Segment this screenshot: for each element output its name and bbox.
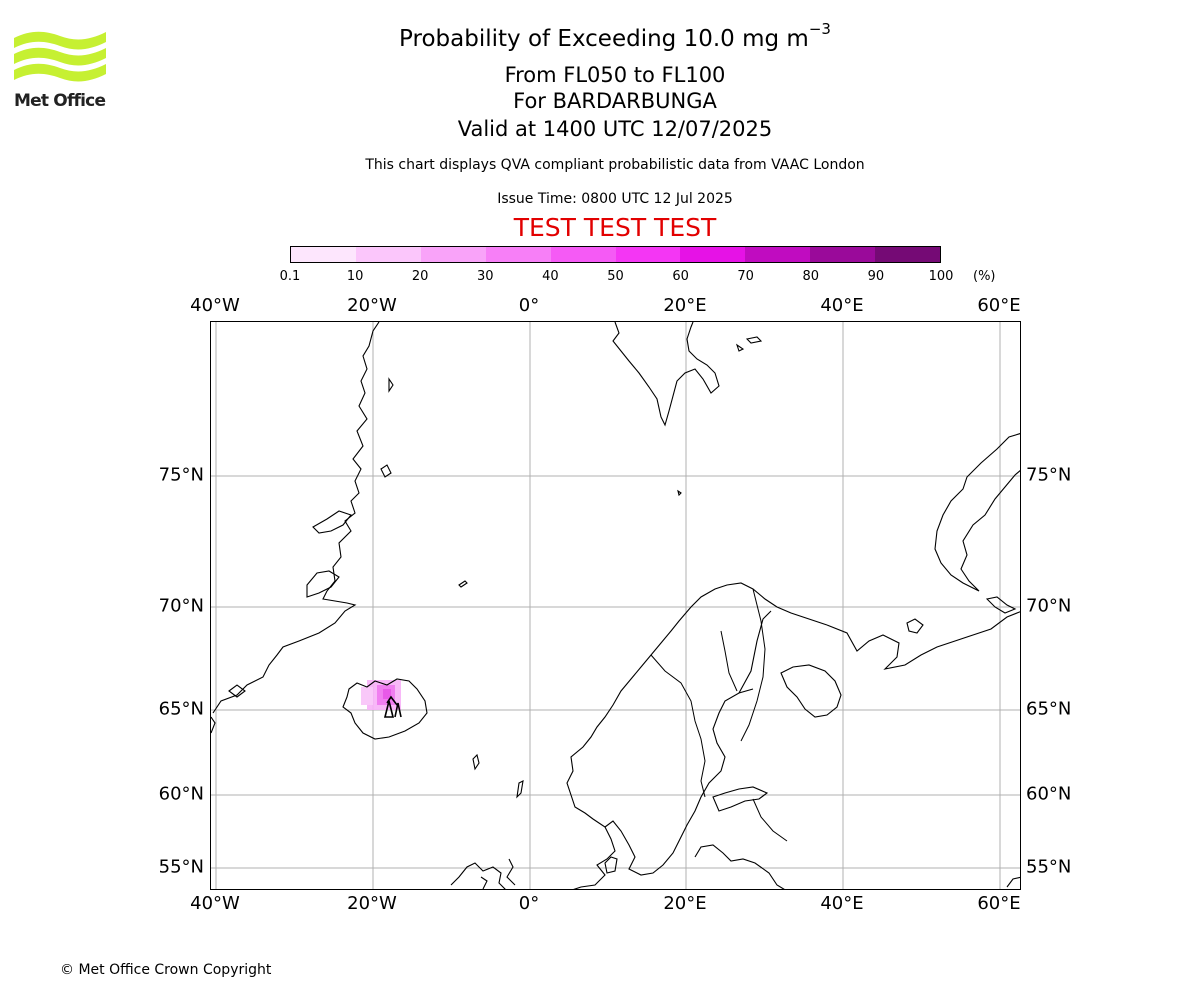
colorbar-tick-label: 40 [542,269,559,284]
met-office-logo [14,31,106,82]
country-borders [650,588,788,842]
lon-label-bottom-0: 0° [518,893,540,914]
lon-label-top-40e: 40°E [820,295,864,316]
lat-label-left-60n: 60°N [158,783,204,805]
lon-label-top-0: 0° [518,295,540,316]
valid-time: Valid at 1400 UTC 12/07/2025 [457,117,773,141]
lat-label-left-55n: 55°N [158,856,204,878]
chart-title: Probability of Exceeding 10.0 mg m−3 [0,20,1200,52]
lon-label-bottom-20w: 20°W [347,893,397,914]
colorbar-segment-0 [291,247,356,262]
lon-label-bottom-40e: 40°E [820,893,864,914]
colorbar-segment-6 [680,247,746,262]
colorbar-segment-7 [745,247,811,262]
lon-label-bottom-60e: 60°E [977,893,1021,914]
issue-time: Issue Time: 0800 UTC 12 Jul 2025 [497,191,733,207]
colorbar-segment-4 [550,247,616,262]
lat-label-right-55n: 55°N [1026,856,1072,878]
lon-label-bottom-40w: 40°W [190,893,240,914]
map-panel [210,321,1021,890]
graticule [211,322,1020,889]
colorbar-tick-label: 60 [672,269,689,284]
lat-label-left-75n: 75°N [158,464,204,486]
colorbar-tick-label: 0.1 [279,269,301,284]
lat-label-right-65n: 65°N [1026,698,1072,720]
volcano-name: For BARDARBUNGA [513,89,717,113]
coastlines [211,322,1020,889]
level-range: From FL050 to FL100 [504,63,726,87]
title-exponent: −3 [808,20,831,38]
colorbar-segment-3 [485,247,551,262]
colorbar-tick-label: 70 [737,269,754,284]
colorbar-segment-1 [355,247,421,262]
colorbar-tick-label: 80 [802,269,820,284]
test-banner: TEST TEST TEST [513,213,717,242]
lat-label-right-75n: 75°N [1026,464,1072,486]
colorbar-tick-label: 100 [928,269,954,284]
lat-label-left-65n: 65°N [158,698,204,720]
lon-label-bottom-20e: 20°E [663,893,707,914]
colorbar-segment-8 [810,247,876,262]
map-svg [211,322,1020,889]
lon-label-top-20w: 20°W [347,295,397,316]
lat-label-left-70n: 70°N [158,595,204,617]
data-note: This chart displays QVA compliant probab… [365,157,865,173]
colorbar-tick-label: 20 [411,269,429,284]
colorbar-tick-label: 30 [477,269,494,284]
colorbar-segment-2 [420,247,486,262]
lon-label-top-40w: 40°W [190,295,240,316]
title-main: Probability of Exceeding 10.0 mg m [399,26,809,52]
logo-text: Met Office [14,91,106,111]
ash-probability-plume [361,680,401,710]
copyright-notice: © Met Office Crown Copyright [60,962,272,978]
lon-label-top-20e: 20°E [663,295,707,316]
colorbar-segment-9 [875,247,941,262]
colorbar-tick-label: 90 [867,269,885,284]
colorbar-tick-label: 50 [607,269,624,284]
lon-label-top-60e: 60°E [977,295,1021,316]
colorbar [290,246,941,263]
colorbar-tick-label: 10 [346,269,364,284]
colorbar-unit: (%) [973,269,996,284]
lat-label-right-70n: 70°N [1026,595,1072,617]
colorbar-segment-5 [615,247,681,262]
lat-label-right-60n: 60°N [1026,783,1072,805]
volcano-marker [383,695,402,718]
